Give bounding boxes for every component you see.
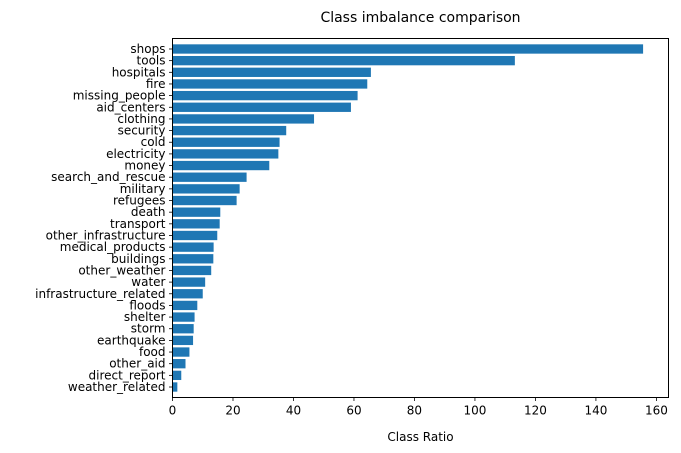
y-tick-label-aid_centers: aid_centers (96, 100, 165, 114)
x-tick-label: 120 (524, 404, 547, 418)
y-tick-label-refugees: refugees (113, 194, 166, 208)
bar-weather_related (172, 382, 178, 392)
y-tick-label-transport: transport (110, 217, 166, 231)
y-tick-label-electricity: electricity (106, 147, 165, 161)
y-tick-label-other_aid: other_aid (109, 357, 165, 371)
y-tick-label-other_infrastructure: other_infrastructure (46, 228, 166, 242)
chart-title: Class imbalance comparison (320, 10, 520, 26)
bar-infrastructure_related (172, 289, 203, 299)
y-tick-label-water: water (131, 275, 165, 289)
bar-cold (172, 137, 280, 147)
x-tick-label: 0 (169, 404, 177, 418)
bar-food (172, 347, 190, 357)
plot-frame (172, 38, 669, 398)
y-tick-label-buildings: buildings (111, 252, 165, 266)
bar-storm (172, 324, 194, 334)
bar-buildings (172, 254, 214, 264)
y-tick-label-cold: cold (141, 135, 166, 149)
y-tick-label-death: death (131, 205, 166, 219)
y-tick-label-shelter: shelter (124, 310, 166, 324)
y-tick-label-weather_related: weather_related (68, 380, 166, 394)
bar-other_weather (172, 265, 212, 276)
y-tick-label-earthquake: earthquake (97, 333, 165, 347)
bar-death (172, 207, 221, 217)
x-tick-label: 140 (584, 404, 607, 418)
x-tick-label: 60 (346, 404, 361, 418)
y-tick-label-tools: tools (137, 54, 166, 68)
bar-clothing (172, 114, 315, 124)
y-tick-label-medical_products: medical_products (60, 240, 166, 254)
bar-water (172, 277, 206, 287)
bar-search_and_rescue (172, 172, 247, 182)
y-tick-label-fire: fire (146, 77, 166, 91)
y-tick-label-storm: storm (131, 322, 166, 336)
y-tick-label-military: military (120, 182, 166, 196)
y-tick-label-hospitals: hospitals (112, 65, 166, 79)
y-tick-label-food: food (139, 345, 166, 359)
x-tick-label: 40 (286, 404, 301, 418)
bar-money (172, 160, 270, 171)
bar-direct_report (172, 370, 182, 381)
y-tick-label-infrastructure_related: infrastructure_related (35, 287, 165, 301)
y-tick-label-missing_people: missing_people (73, 89, 166, 103)
y-tick-label-search_and_rescue: search_and_rescue (51, 170, 165, 184)
x-axis-ticks: 0 20 40 60 80 100 120 140 160 (169, 397, 668, 418)
bars-group (172, 44, 644, 392)
bar-other_aid (172, 359, 186, 369)
x-tick-label: 100 (463, 404, 486, 418)
bar-other_infrastructure (172, 230, 218, 241)
bar-fire (172, 79, 368, 89)
bar-medical_products (172, 242, 214, 252)
x-tick-label: 80 (407, 404, 422, 418)
x-tick-label: 160 (645, 404, 668, 418)
bar-military (172, 184, 240, 194)
y-tick-label-direct_report: direct_report (89, 368, 166, 382)
y-tick-label-shops: shops (130, 42, 165, 56)
bar-security (172, 125, 287, 136)
bar-electricity (172, 149, 279, 159)
y-tick-label-floods: floods (129, 298, 165, 312)
bar-earthquake (172, 335, 194, 346)
y-tick-label-money: money (124, 159, 165, 173)
y-tick-label-security: security (118, 124, 166, 138)
bar-hospitals (172, 67, 371, 77)
bar-floods (172, 300, 198, 311)
x-tick-label: 20 (225, 404, 240, 418)
bar-aid_centers (172, 102, 351, 112)
bar-refugees (172, 195, 237, 206)
bar-missing_people (172, 90, 358, 101)
y-tick-label-clothing: clothing (117, 112, 165, 126)
bar-shops (172, 44, 644, 54)
y-axis-ticks: shopstoolshospitalsfiremissing_peopleaid… (35, 42, 173, 394)
bar-shelter (172, 312, 195, 322)
y-tick-label-other_weather: other_weather (78, 263, 165, 277)
bar-transport (172, 219, 220, 229)
bar-tools (172, 55, 515, 66)
x-axis-label: Class Ratio (387, 430, 453, 444)
